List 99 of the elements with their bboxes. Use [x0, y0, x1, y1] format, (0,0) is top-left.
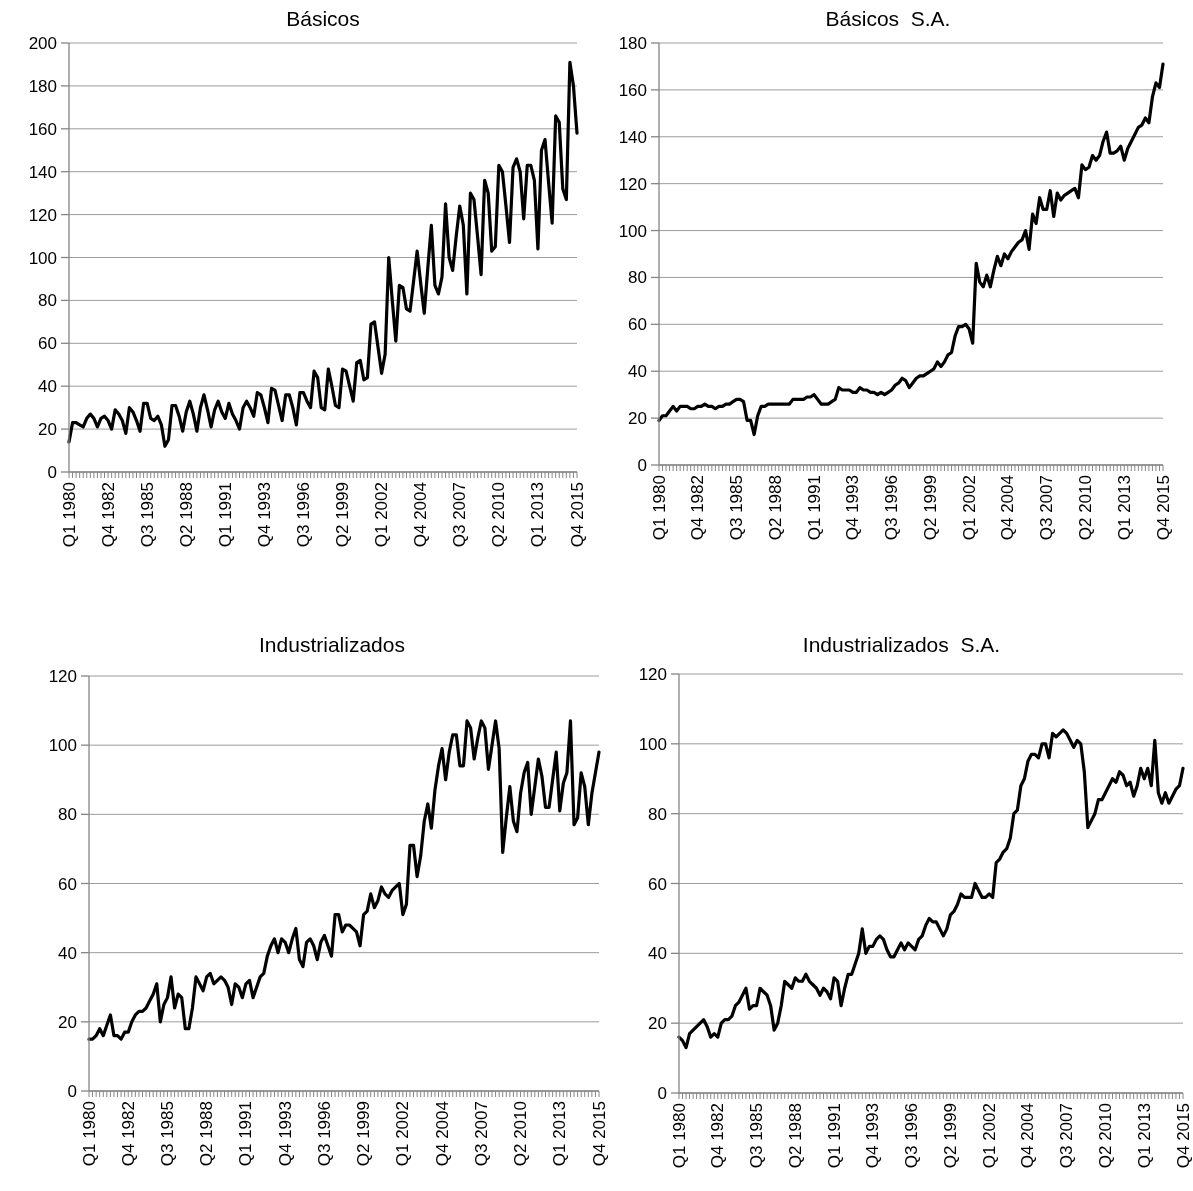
x-tick-label: Q1 2002 [979, 1103, 999, 1169]
y-tick-label: 0 [657, 1084, 667, 1104]
chart-title: Básicos S.A. [824, 7, 952, 31]
x-tick-label: Q4 2004 [411, 482, 431, 548]
x-tick-label: Q3 1985 [747, 1103, 767, 1169]
line-series [677, 728, 1185, 1050]
x-tick-label: Q3 2007 [1057, 1103, 1077, 1169]
y-tick-label: 40 [58, 943, 77, 963]
x-tick-label: Q1 1980 [649, 475, 669, 541]
x-tick-label: Q4 2015 [1173, 1103, 1193, 1169]
y-tick-label: 20 [628, 409, 647, 429]
chart-title: Industrializados S.A. [801, 633, 1002, 657]
x-tick-label: Q3 1996 [314, 1101, 334, 1167]
y-tick-label: 100 [48, 736, 77, 756]
x-tick-label: Q1 1980 [669, 1103, 689, 1169]
x-tick-label: Q4 2004 [432, 1101, 452, 1167]
x-tick-label: Q3 1996 [902, 1103, 922, 1169]
x-tick-label: Q1 2013 [528, 482, 548, 548]
y-tick-label: 160 [28, 119, 57, 139]
y-tick-label: 80 [38, 291, 57, 311]
y-tick-label: 140 [28, 162, 57, 182]
x-tick-label: Q4 2015 [567, 482, 587, 548]
x-tick-label: Q3 1996 [882, 475, 902, 541]
x-tick-label: Q1 2002 [959, 475, 979, 541]
y-tick-label: 120 [618, 174, 647, 194]
y-tick-label: 20 [648, 1014, 667, 1034]
x-tick-label: Q4 2015 [589, 1101, 609, 1167]
x-tick-label: Q1 2002 [393, 1101, 413, 1167]
x-tick-label: Q2 1988 [785, 1103, 805, 1169]
x-tick-label: Q2 1988 [765, 475, 785, 541]
x-tick-label: Q3 1985 [137, 482, 157, 548]
x-tick-label: Q2 1999 [940, 1103, 960, 1169]
line-series [67, 60, 579, 448]
chart-title: Industrializados [258, 633, 406, 657]
y-tick-label: 120 [638, 665, 667, 685]
line-series [87, 719, 601, 1041]
x-tick-label: Q1 2013 [550, 1101, 570, 1167]
x-tick-label: Q3 1985 [727, 475, 747, 541]
x-tick-label: Q2 1999 [920, 475, 940, 541]
x-tick-label: Q1 1980 [59, 482, 79, 548]
y-tick-label: 80 [648, 804, 667, 824]
x-tick-label: Q1 2002 [372, 482, 392, 548]
x-tick-label: Q3 2007 [1037, 475, 1057, 541]
x-tick-label: Q2 1999 [333, 482, 353, 548]
x-tick-label: Q4 2004 [998, 475, 1018, 541]
chart-title: Básicos [285, 7, 361, 31]
x-tick-label: Q1 1991 [804, 475, 824, 541]
x-tick-label: Q1 1991 [824, 1103, 844, 1169]
y-tick-label: 200 [28, 34, 57, 54]
y-tick-label: 0 [47, 463, 57, 483]
x-tick-label: Q1 1991 [236, 1101, 256, 1167]
x-tick-label: Q4 1982 [708, 1103, 728, 1169]
x-tick-label: Q3 1996 [293, 482, 313, 548]
y-tick-label: 80 [58, 805, 77, 825]
y-tick-label: 40 [628, 362, 647, 382]
x-tick-label: Q4 1982 [688, 475, 708, 541]
y-tick-label: 0 [637, 456, 647, 476]
x-tick-label: Q2 1988 [176, 482, 196, 548]
x-tick-label: Q2 1999 [354, 1101, 374, 1167]
x-tick-label: Q1 2013 [1134, 1103, 1154, 1169]
x-tick-label: Q2 2010 [1095, 1103, 1115, 1169]
x-tick-label: Q3 2007 [471, 1101, 491, 1167]
x-tick-label: Q4 1993 [275, 1101, 295, 1167]
x-tick-label: Q4 2004 [1018, 1103, 1038, 1169]
y-tick-label: 80 [628, 268, 647, 288]
x-tick-label: Q4 1993 [254, 482, 274, 548]
x-tick-label: Q3 1985 [157, 1101, 177, 1167]
y-tick-label: 140 [618, 127, 647, 147]
line-series [657, 62, 1165, 437]
y-tick-label: 60 [38, 334, 57, 354]
x-tick-label: Q2 2010 [511, 1101, 531, 1167]
y-tick-label: 100 [638, 734, 667, 754]
x-tick-label: Q1 2013 [1114, 475, 1134, 541]
x-tick-label: Q2 2010 [489, 482, 509, 548]
y-tick-label: 60 [58, 874, 77, 894]
y-tick-label: 180 [28, 76, 57, 96]
y-tick-label: 60 [628, 315, 647, 335]
y-tick-label: 20 [58, 1012, 77, 1032]
y-tick-label: 40 [648, 944, 667, 964]
x-tick-label: Q2 1988 [197, 1101, 217, 1167]
x-tick-label: Q2 2010 [1075, 475, 1095, 541]
x-tick-label: Q4 2015 [1153, 475, 1173, 541]
x-tick-label: Q1 1991 [215, 482, 235, 548]
x-tick-label: Q4 1982 [118, 1101, 138, 1167]
x-tick-label: Q4 1993 [863, 1103, 883, 1169]
y-tick-label: 180 [618, 34, 647, 54]
x-tick-label: Q1 1980 [79, 1101, 99, 1167]
y-tick-label: 40 [38, 377, 57, 397]
y-tick-label: 160 [618, 80, 647, 100]
y-tick-label: 60 [648, 874, 667, 894]
y-tick-label: 20 [38, 420, 57, 440]
y-tick-label: 120 [28, 205, 57, 225]
x-tick-label: Q4 1982 [98, 482, 118, 548]
y-tick-label: 120 [48, 667, 77, 687]
x-tick-label: Q3 2007 [450, 482, 470, 548]
y-tick-label: 100 [28, 248, 57, 268]
x-tick-label: Q4 1993 [843, 475, 863, 541]
y-tick-label: 0 [67, 1082, 77, 1102]
y-tick-label: 100 [618, 221, 647, 241]
